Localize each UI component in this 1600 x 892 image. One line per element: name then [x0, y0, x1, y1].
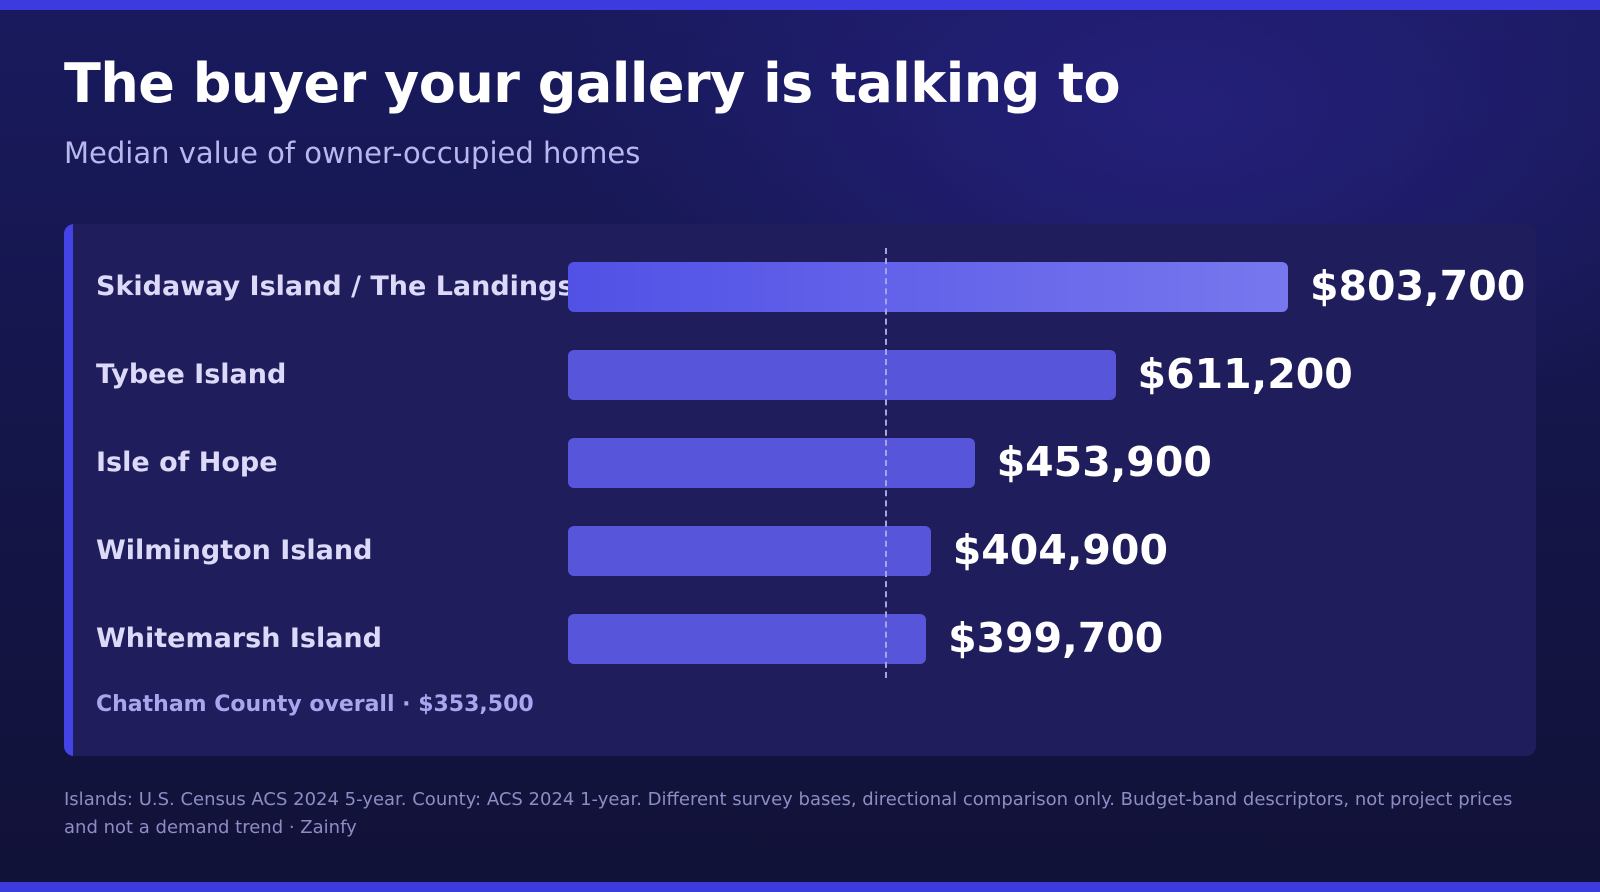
source-note: Islands: U.S. Census ACS 2024 5-year. Co… [64, 789, 1513, 838]
panel-accent-bar [64, 224, 73, 756]
top-accent-bar [0, 0, 1600, 10]
value-label-tybee-island: $611,200 [1137, 350, 1353, 398]
value-label-isle-of-hope: $453,900 [996, 438, 1212, 486]
value-label-wilmington-island: $404,900 [952, 526, 1168, 574]
bar-whitemarsh-island [568, 614, 927, 664]
page-subtitle: Median value of owner-occupied homes [64, 136, 641, 170]
chart-panel: Skidaway Island / The Landings $803,700 Ty… [64, 224, 1536, 756]
category-label-wilmington-island: Wilmington Island [96, 535, 373, 566]
bottom-accent-bar [0, 882, 1600, 892]
category-label-skidaway-island-the-landings: Skidaway Island / The Landings [96, 271, 574, 302]
bar-tybee-island [568, 350, 1116, 400]
category-label-tybee-island: Tybee Island [96, 359, 287, 390]
value-label-skidaway-island-the-landings: $803,700 [1310, 262, 1526, 310]
value-label-whitemarsh-island: $399,700 [948, 614, 1164, 662]
category-label-whitemarsh-island: Whitemarsh Island [96, 623, 382, 654]
bar-skidaway-island-the-landings [568, 262, 1288, 312]
page-title: The buyer your gallery is talking to [64, 52, 1121, 115]
bar-isle-of-hope [568, 438, 975, 488]
county-reference-label: Chatham County overall · $353,500 [96, 692, 534, 717]
bar-wilmington-island [568, 526, 931, 576]
county-reference-line [884, 248, 887, 678]
category-label-isle-of-hope: Isle of Hope [96, 447, 278, 478]
